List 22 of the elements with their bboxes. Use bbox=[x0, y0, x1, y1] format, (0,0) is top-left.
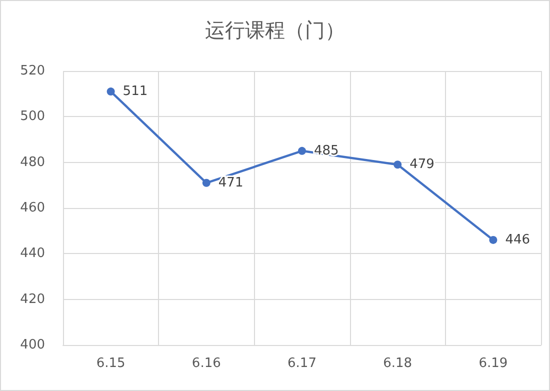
y-tick-label: 440 bbox=[20, 246, 45, 262]
y-tick-label: 480 bbox=[20, 154, 45, 170]
y-tick-label: 460 bbox=[20, 200, 45, 216]
y-tick-label: 420 bbox=[20, 292, 45, 307]
point bbox=[202, 178, 210, 187]
data-label: 511 bbox=[122, 84, 148, 100]
data-label: 471 bbox=[218, 175, 244, 190]
x-tick-label: 6.15 bbox=[96, 356, 126, 371]
y-tick-label: 500 bbox=[20, 109, 45, 124]
chart-title: 运行课程（门） bbox=[205, 18, 345, 42]
x-tick-label: 6.17 bbox=[288, 356, 316, 371]
point bbox=[298, 146, 306, 155]
x-tick-label: 6.18 bbox=[383, 356, 412, 371]
y-tick-label: 520 bbox=[20, 64, 45, 78]
y-tick-label: 400 bbox=[20, 338, 45, 352]
point bbox=[394, 160, 402, 169]
point bbox=[106, 88, 115, 96]
data-label: 446 bbox=[505, 232, 530, 248]
point bbox=[489, 236, 498, 244]
x-tick-label: 6.19 bbox=[478, 356, 508, 371]
x-tick-label: 6.16 bbox=[192, 356, 221, 371]
data-label: 479 bbox=[410, 157, 434, 172]
